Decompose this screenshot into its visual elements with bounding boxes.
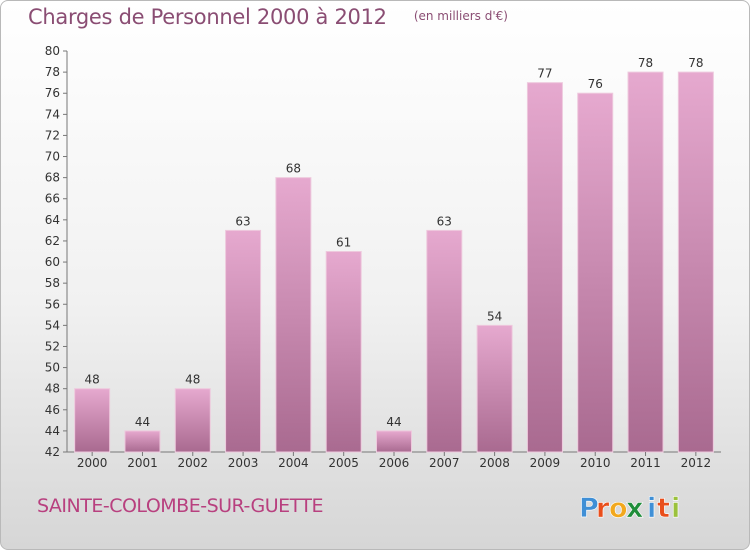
y-tick-label: 64 (45, 213, 60, 227)
location-name: SAINTE-COLOMBE-SUR-GUETTE (37, 495, 324, 517)
x-tick-label: 2007 (429, 456, 460, 470)
x-tick-label: 2006 (379, 456, 410, 470)
logo-letter: i (671, 493, 680, 524)
bar-value-label: 78 (638, 56, 653, 70)
y-tick-label: 50 (45, 361, 60, 375)
x-tick-label: 2010 (580, 456, 611, 470)
bar-value-label: 78 (688, 56, 703, 70)
bar (225, 229, 262, 453)
y-tick-label: 56 (45, 297, 60, 311)
x-tick-label: 2012 (681, 456, 712, 470)
chart-header: Charges de Personnel 2000 à 2012 (en mil… (28, 5, 508, 29)
bar-value-label: 54 (487, 309, 502, 323)
bar (74, 388, 111, 453)
y-tick-label: 46 (45, 403, 60, 417)
bar (476, 324, 513, 453)
proxiti-logo: Pr ox i t i (579, 493, 681, 525)
x-tick-label: 2005 (328, 456, 359, 470)
y-tick-label: 66 (45, 192, 60, 206)
logo-letter: i (647, 493, 656, 524)
x-tick-label: 2004 (278, 456, 309, 470)
x-tick-label: 2009 (530, 456, 561, 470)
bar (577, 92, 614, 453)
y-tick-label: 58 (45, 276, 60, 290)
y-tick-label: 70 (45, 150, 60, 164)
y-tick-label: 52 (45, 339, 60, 353)
bar-value-label: 76 (588, 77, 603, 91)
y-tick-label: 78 (45, 65, 60, 79)
bar-value-label: 44 (386, 415, 401, 429)
y-tick-label: 42 (45, 445, 60, 459)
x-tick-label: 2001 (127, 456, 158, 470)
y-tick-label: 44 (45, 424, 60, 438)
y-tick-label: 68 (45, 171, 60, 185)
logo-letter: r (596, 493, 610, 524)
bar-value-label: 48 (85, 373, 100, 387)
y-tick-label: 72 (45, 128, 60, 142)
bar-value-label: 44 (135, 415, 150, 429)
x-tick-label: 2000 (77, 456, 108, 470)
chart-title: Charges de Personnel 2000 à 2012 (28, 5, 387, 29)
y-tick-label: 60 (45, 255, 60, 269)
y-tick-label: 48 (45, 382, 60, 396)
bar-value-label: 77 (537, 67, 552, 81)
logo-letter: P (579, 493, 599, 524)
logo-letter: o (609, 493, 628, 524)
bar-value-label: 61 (336, 236, 351, 250)
y-tick-label: 62 (45, 234, 60, 248)
y-tick-label: 74 (45, 107, 60, 121)
logo-letter: x (626, 493, 643, 524)
bar (124, 430, 161, 453)
bar (677, 71, 714, 453)
bar (275, 177, 312, 453)
bar (426, 229, 463, 453)
bar-value-label: 68 (286, 162, 301, 176)
bar (526, 82, 563, 453)
bar-value-label: 48 (185, 373, 200, 387)
x-tick-label: 2002 (177, 456, 208, 470)
bar (376, 430, 412, 453)
x-tick-label: 2011 (630, 456, 661, 470)
bar-value-label: 63 (437, 214, 452, 228)
bar (627, 71, 664, 453)
bar (325, 251, 362, 453)
bar (174, 388, 211, 453)
logo-letter: t (657, 493, 670, 524)
y-tick-label: 76 (45, 86, 60, 100)
bar-value-label: 63 (235, 214, 250, 228)
y-tick-label: 54 (45, 318, 60, 332)
chart-subtitle: (en milliers d'€) (413, 9, 508, 23)
x-tick-label: 2003 (228, 456, 259, 470)
x-tick-label: 2008 (479, 456, 510, 470)
y-tick-label: 80 (45, 44, 60, 58)
